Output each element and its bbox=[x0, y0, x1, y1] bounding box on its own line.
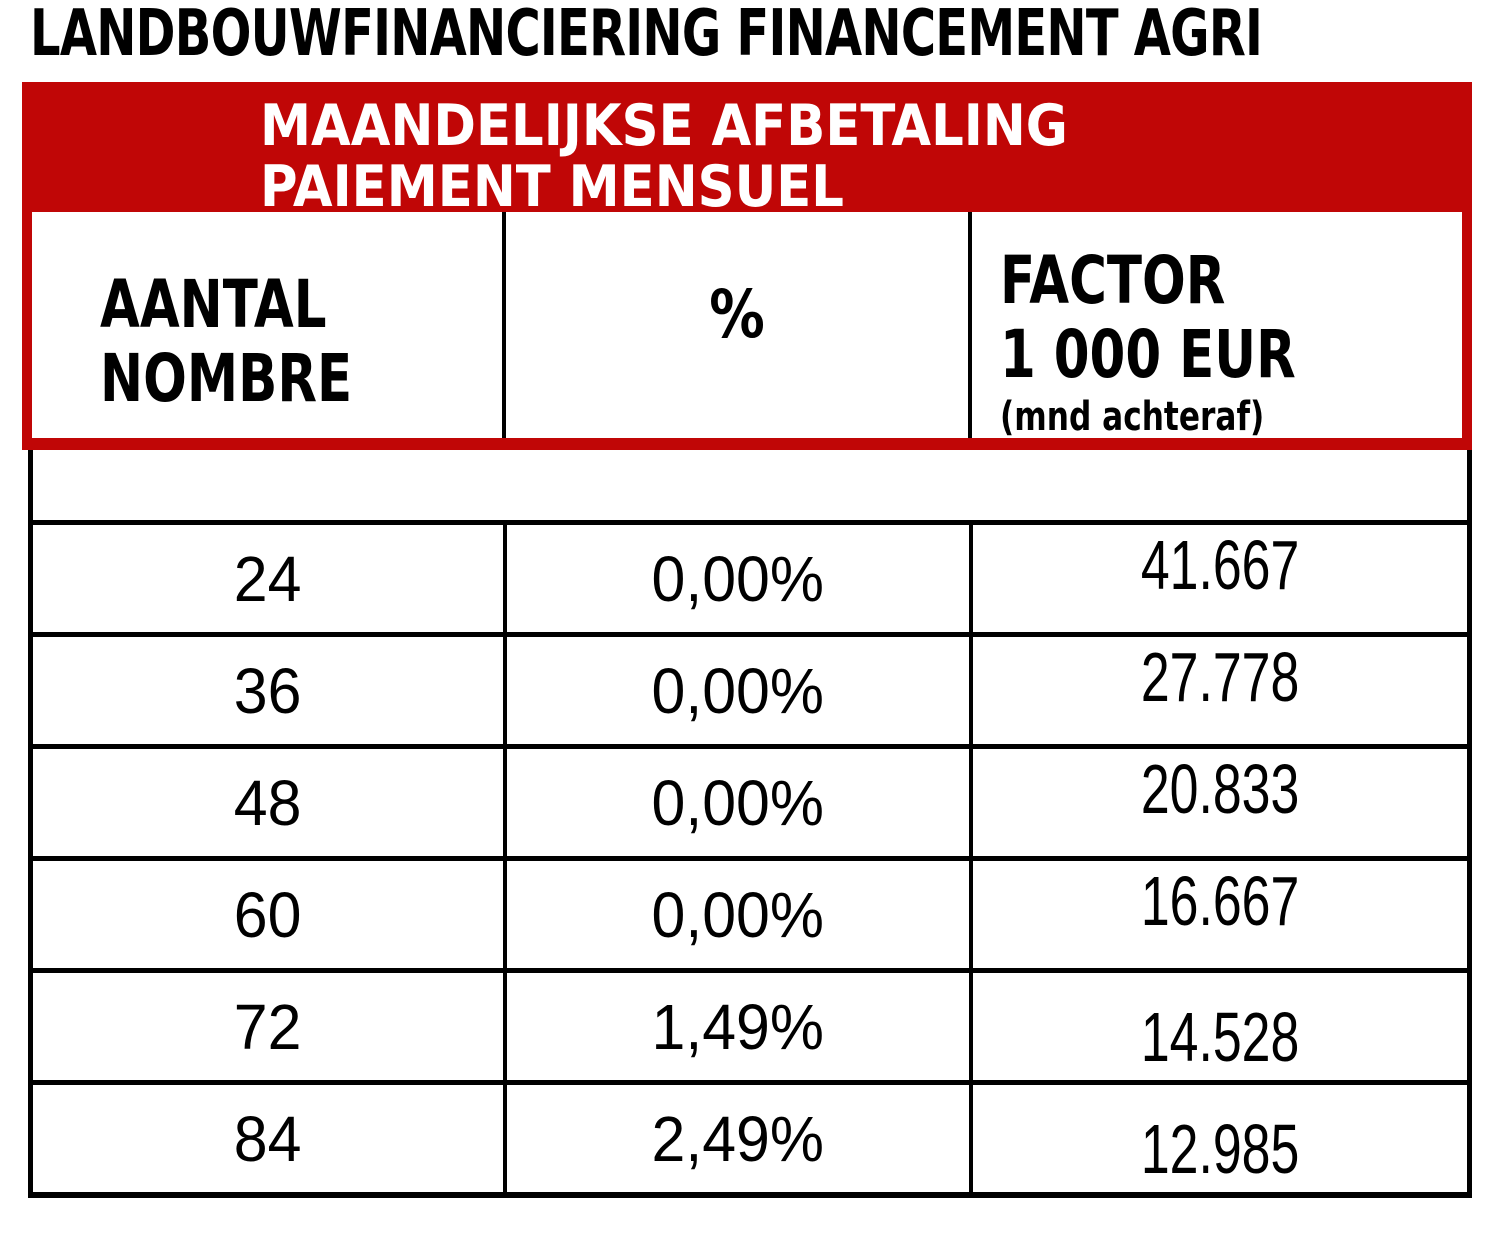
header-mnd-achteraf-label: (mnd achteraf) bbox=[1000, 394, 1265, 440]
rate-table-body: 24 0,00% 41.667 36 0,00% 27.778 48 0,00%… bbox=[28, 450, 1472, 1198]
cell-factor: 27.778 bbox=[1140, 637, 1300, 716]
table-header-block: MAANDELIJKSE AFBETALING PAIEMENT MENSUEL… bbox=[22, 82, 1472, 450]
table-row-72: 72 1,49% 14.528 bbox=[28, 968, 1472, 1080]
header-1000eur-label: 1 000 EUR bbox=[1000, 316, 1296, 393]
cell-factor: 20.833 bbox=[1140, 749, 1300, 828]
header-factor-label: FACTOR bbox=[1000, 242, 1226, 319]
table-row-24: 24 0,00% 41.667 bbox=[28, 520, 1472, 632]
table-banner: MAANDELIJKSE AFBETALING PAIEMENT MENSUEL bbox=[32, 82, 1462, 218]
page-title-text: LANDBOUWFINANCIERING FINANCEMENT AGRI bbox=[30, 0, 1263, 71]
header-percent-label: % bbox=[709, 276, 765, 353]
cell-aantal: 84 bbox=[234, 1102, 302, 1175]
column-header-aantal-nombre: AANTAL NOMBRE bbox=[32, 212, 502, 438]
cell-aantal: 36 bbox=[234, 654, 302, 727]
cell-factor: 14.528 bbox=[1140, 997, 1300, 1076]
cell-factor: 12.985 bbox=[1140, 1109, 1300, 1188]
column-header-factor: FACTOR 1 000 EUR (mnd achteraf) bbox=[968, 212, 1462, 440]
banner-line-dutch: MAANDELIJKSE AFBETALING bbox=[260, 96, 1462, 157]
cell-percent: 0,00% bbox=[651, 542, 825, 615]
table-row-84: 84 2,49% 12.985 bbox=[28, 1080, 1472, 1198]
page-title: LANDBOUWFINANCIERING FINANCEMENT AGRI bbox=[30, 2, 1500, 66]
cell-aantal: 24 bbox=[234, 542, 302, 615]
cell-aantal: 48 bbox=[234, 766, 302, 839]
cell-percent: 2,49% bbox=[651, 1102, 825, 1175]
banner-line-dutch-text: MAANDELIJKSE AFBETALING bbox=[260, 93, 1068, 159]
cell-factor: 41.667 bbox=[1140, 525, 1300, 604]
table-header-row: AANTAL NOMBRE % FACTOR 1 000 EUR (mnd ac… bbox=[32, 212, 1462, 440]
table-row-36: 36 0,00% 27.778 bbox=[28, 632, 1472, 744]
cell-aantal: 60 bbox=[234, 878, 302, 951]
cell-factor: 16.667 bbox=[1140, 861, 1300, 940]
header-aantal-label: AANTAL bbox=[100, 266, 327, 343]
cell-percent: 0,00% bbox=[651, 654, 825, 727]
cell-percent: 0,00% bbox=[651, 766, 825, 839]
table-row-48: 48 0,00% 20.833 bbox=[28, 744, 1472, 856]
header-nombre-label: NOMBRE bbox=[100, 340, 353, 417]
table-row-60: 60 0,00% 16.667 bbox=[28, 856, 1472, 968]
cell-aantal: 72 bbox=[234, 990, 302, 1063]
cell-percent: 0,00% bbox=[651, 878, 825, 951]
cell-percent: 1,49% bbox=[651, 990, 825, 1063]
table-spacer-row bbox=[28, 450, 1472, 520]
column-header-percent: % bbox=[502, 212, 968, 438]
banner-line-french-text: PAIEMENT MENSUEL bbox=[260, 154, 844, 220]
banner-line-french: PAIEMENT MENSUEL bbox=[260, 157, 1462, 218]
